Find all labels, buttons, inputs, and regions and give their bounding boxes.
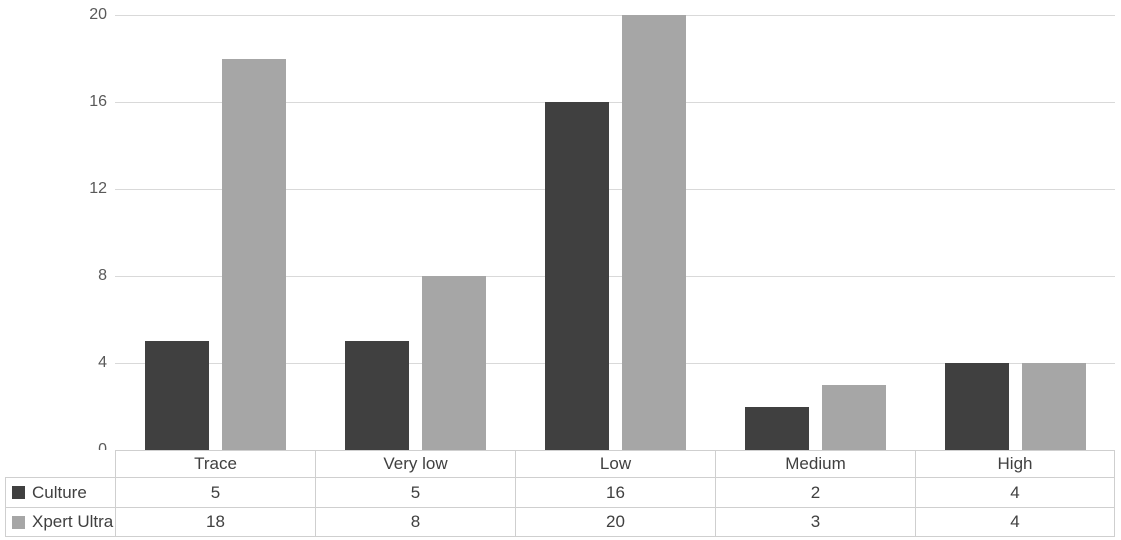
bar-xpert-ultra-trace [221, 58, 286, 450]
category-header-high: High [915, 450, 1115, 478]
y-axis: 0 4 8 12 16 20 [0, 6, 107, 458]
category-header-very-low: Very low [315, 450, 515, 478]
y-tick-label-12: 12 [89, 180, 107, 197]
legend-swatch-xpert-ultra [12, 515, 25, 529]
bar-group-very-low [315, 15, 515, 450]
bar-xpert-ultra-high [1021, 363, 1086, 450]
legend-label-xpert-ultra: Xpert Ultra [32, 512, 114, 531]
value-cell-culture-trace: 5 [115, 478, 315, 508]
value-cell-xpert-ultra-very-low: 8 [315, 508, 515, 537]
value-cell-xpert-ultra-high: 4 [915, 508, 1115, 537]
gridlines [115, 15, 1115, 450]
legend-cell-culture: Culture [5, 478, 115, 508]
bar-xpert-ultra-medium [821, 384, 886, 450]
bar-group-high [915, 15, 1115, 450]
bar-culture-trace [144, 341, 209, 450]
legend-swatch-culture [12, 486, 25, 499]
y-tick-label-4: 4 [98, 354, 107, 371]
gridline-20 [115, 15, 1115, 16]
y-tick-label-16: 16 [89, 93, 107, 110]
bar-xpert-ultra-very-low [421, 276, 486, 450]
bar-culture-very-low [344, 341, 409, 450]
value-cell-culture-medium: 2 [715, 478, 915, 508]
bar-culture-low [544, 102, 609, 450]
value-cell-culture-high: 4 [915, 478, 1115, 508]
y-tick-label-0: 0 [98, 440, 107, 460]
plot-area [115, 15, 1115, 450]
legend-label-culture: Culture [32, 482, 87, 502]
data-table: Trace Very low Low Medium High Culture 5 5 16 2 4 X… [5, 450, 1115, 537]
value-cell-xpert-ultra-trace: 18 [115, 508, 315, 537]
bar-group-low [515, 15, 715, 450]
bar-culture-high [944, 363, 1009, 450]
bar-xpert-ultra-low [621, 15, 686, 450]
table-corner-cell [5, 450, 115, 478]
gridline-12 [115, 189, 1115, 190]
value-cell-culture-very-low: 5 [315, 478, 515, 508]
bar-group-trace [115, 15, 315, 450]
bar-culture-medium [744, 406, 809, 450]
gridline-8 [115, 276, 1115, 277]
y-tick-label-20: 20 [89, 6, 107, 23]
category-header-trace: Trace [115, 450, 315, 478]
value-cell-xpert-ultra-medium: 3 [715, 508, 915, 537]
value-cell-xpert-ultra-low: 20 [515, 508, 715, 537]
gridline-4 [115, 363, 1115, 364]
bar-groups [115, 15, 1115, 450]
bar-group-medium [715, 15, 915, 450]
gridline-16 [115, 102, 1115, 103]
y-tick-label-8: 8 [98, 267, 107, 284]
value-cell-culture-low: 16 [515, 478, 715, 508]
legend-cell-xpert-ultra: Xpert Ultra [5, 508, 115, 537]
category-header-medium: Medium [715, 450, 915, 478]
category-header-low: Low [515, 450, 715, 478]
